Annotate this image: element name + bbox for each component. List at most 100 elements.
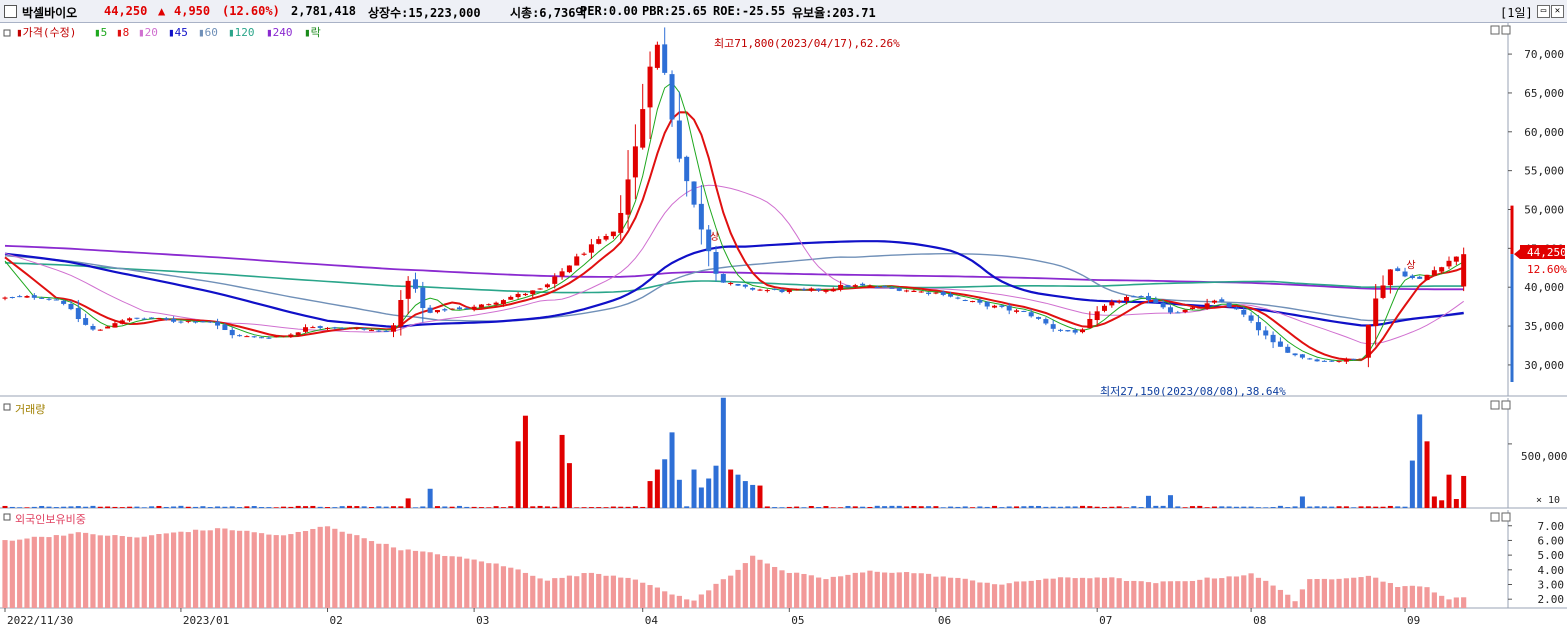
volume-bar <box>698 487 704 508</box>
candle-body <box>786 289 792 293</box>
volume-bar <box>163 506 169 508</box>
foreign-ratio-bar <box>896 572 902 608</box>
foreign-ratio-bar <box>940 576 946 608</box>
volume-bar <box>970 507 976 508</box>
candle-body <box>1153 299 1159 303</box>
close-icon[interactable]: ✕ <box>1551 5 1564 18</box>
legend-ma-60[interactable]: ▮60 <box>198 26 218 39</box>
panel-close-icon[interactable] <box>1501 512 1511 522</box>
volume-bar <box>134 506 140 508</box>
volume-bar <box>266 507 272 508</box>
stock-chart[interactable]: 상상 30,00035,00040,00045,00050,00055,0006… <box>0 23 1567 630</box>
foreign-ratio-bar <box>559 577 565 608</box>
legend-ma-5[interactable]: ▮5 <box>94 26 107 39</box>
candle-body <box>1204 303 1210 309</box>
foreign-ratio-bar <box>1013 581 1020 608</box>
legend-price[interactable]: ▮가격(수정) <box>16 26 76 39</box>
candle-body <box>354 328 360 330</box>
volume-bar <box>1175 506 1181 508</box>
legend-ma-락[interactable]: ▮락 <box>304 26 321 39</box>
candle-body <box>229 329 235 336</box>
panel-close-icon[interactable] <box>1501 25 1511 35</box>
volume-bar <box>273 507 279 508</box>
foreign-ratio-bar <box>112 535 118 608</box>
candle-body <box>823 289 829 292</box>
volume-bar <box>1424 441 1430 508</box>
stock-info-bar: 박셀바이오 44,250 ▲ 4,950 (12.60%) 2,781,418 … <box>0 0 1567 23</box>
volume-bar <box>339 506 345 508</box>
legend-ma-240[interactable]: ▮240 <box>266 26 293 39</box>
volume-bar <box>596 507 602 508</box>
price-tick-label: 40,000 <box>1524 281 1564 294</box>
foreign-ratio-bar <box>1167 581 1174 608</box>
volume-bar <box>852 506 858 508</box>
candle-body <box>1175 312 1181 314</box>
volume-bar <box>112 506 118 508</box>
candle-body <box>361 328 367 330</box>
volume-bar <box>1299 496 1305 508</box>
volume-bar <box>1204 507 1210 508</box>
foreign-ratio-bar <box>603 575 609 608</box>
panel-close-icon[interactable] <box>1501 400 1511 410</box>
stock-name[interactable]: 박셀바이오 <box>22 6 78 20</box>
volume-bar <box>1233 506 1239 508</box>
volume-bar <box>728 469 734 508</box>
volume-bar <box>493 506 499 508</box>
foreign-legend: 외국인보유비중 <box>15 513 86 526</box>
foreign-ratio-bar <box>449 556 455 608</box>
select-checkbox[interactable] <box>4 5 17 18</box>
candle-body <box>610 231 616 237</box>
foreign-ratio-bar <box>464 558 470 608</box>
roe-value: ROE:-25.55 <box>713 4 786 18</box>
foreign-ratio-bar <box>127 536 133 608</box>
candle-body <box>1446 260 1452 267</box>
foreign-ratio-bar <box>1373 577 1379 608</box>
foreign-ratio-bar <box>537 578 543 608</box>
volume-bar <box>1138 507 1144 508</box>
foreign-ratio-bar <box>1351 577 1357 608</box>
volume-bar <box>405 498 411 508</box>
legend-ma-120[interactable]: ▮120 <box>228 26 255 39</box>
volume-bar <box>1065 506 1071 508</box>
foreign-ratio-bar <box>178 531 184 608</box>
foreign-ratio-bar <box>361 538 367 608</box>
candle-body <box>735 284 741 286</box>
period-selector[interactable]: [1일] <box>1500 6 1533 20</box>
foreign-ratio-bar <box>471 559 477 608</box>
foreign-ratio-bar <box>522 572 529 608</box>
candle-body <box>1387 269 1393 286</box>
foreign-ratio-bar <box>24 538 30 608</box>
foreign-ratio-bar <box>1365 575 1371 608</box>
foreign-ratio-bar <box>398 550 404 608</box>
foreign-tick-label: 5.00 <box>1538 549 1565 562</box>
panel-minimize-icon[interactable] <box>1490 25 1500 35</box>
volume-bar <box>156 505 162 508</box>
candle-body <box>647 66 653 108</box>
volume-bar <box>1123 507 1129 508</box>
volume-unit: × 10 <box>1536 495 1560 506</box>
foreign-ratio-bar <box>427 552 433 608</box>
legend-ma-8[interactable]: ▮8 <box>116 26 129 39</box>
foreign-ratio-bar <box>647 585 653 608</box>
volume-bar <box>603 507 609 508</box>
candle-body <box>1123 297 1129 302</box>
candle-body <box>1402 271 1408 277</box>
volume-bar <box>449 506 455 508</box>
candle-body <box>1080 329 1086 333</box>
foreign-ratio-bar <box>860 572 866 608</box>
volume-bar <box>508 506 514 508</box>
volume-bar <box>222 506 228 508</box>
volume-bar <box>904 506 910 508</box>
maximize-icon[interactable]: ▭ <box>1537 5 1550 18</box>
volume-bar <box>830 507 836 508</box>
legend-ma-45[interactable]: ▮45 <box>168 26 188 39</box>
volume-bar <box>647 481 653 508</box>
candle-body <box>896 288 902 291</box>
candle-body <box>999 305 1005 307</box>
legend-ma-20[interactable]: ▮20 <box>138 26 158 39</box>
panel-minimize-icon[interactable] <box>1490 512 1500 522</box>
panel-minimize-icon[interactable] <box>1490 400 1500 410</box>
foreign-ratio-bar <box>889 572 895 608</box>
volume-bar <box>369 507 374 508</box>
volume-bar <box>105 506 111 508</box>
